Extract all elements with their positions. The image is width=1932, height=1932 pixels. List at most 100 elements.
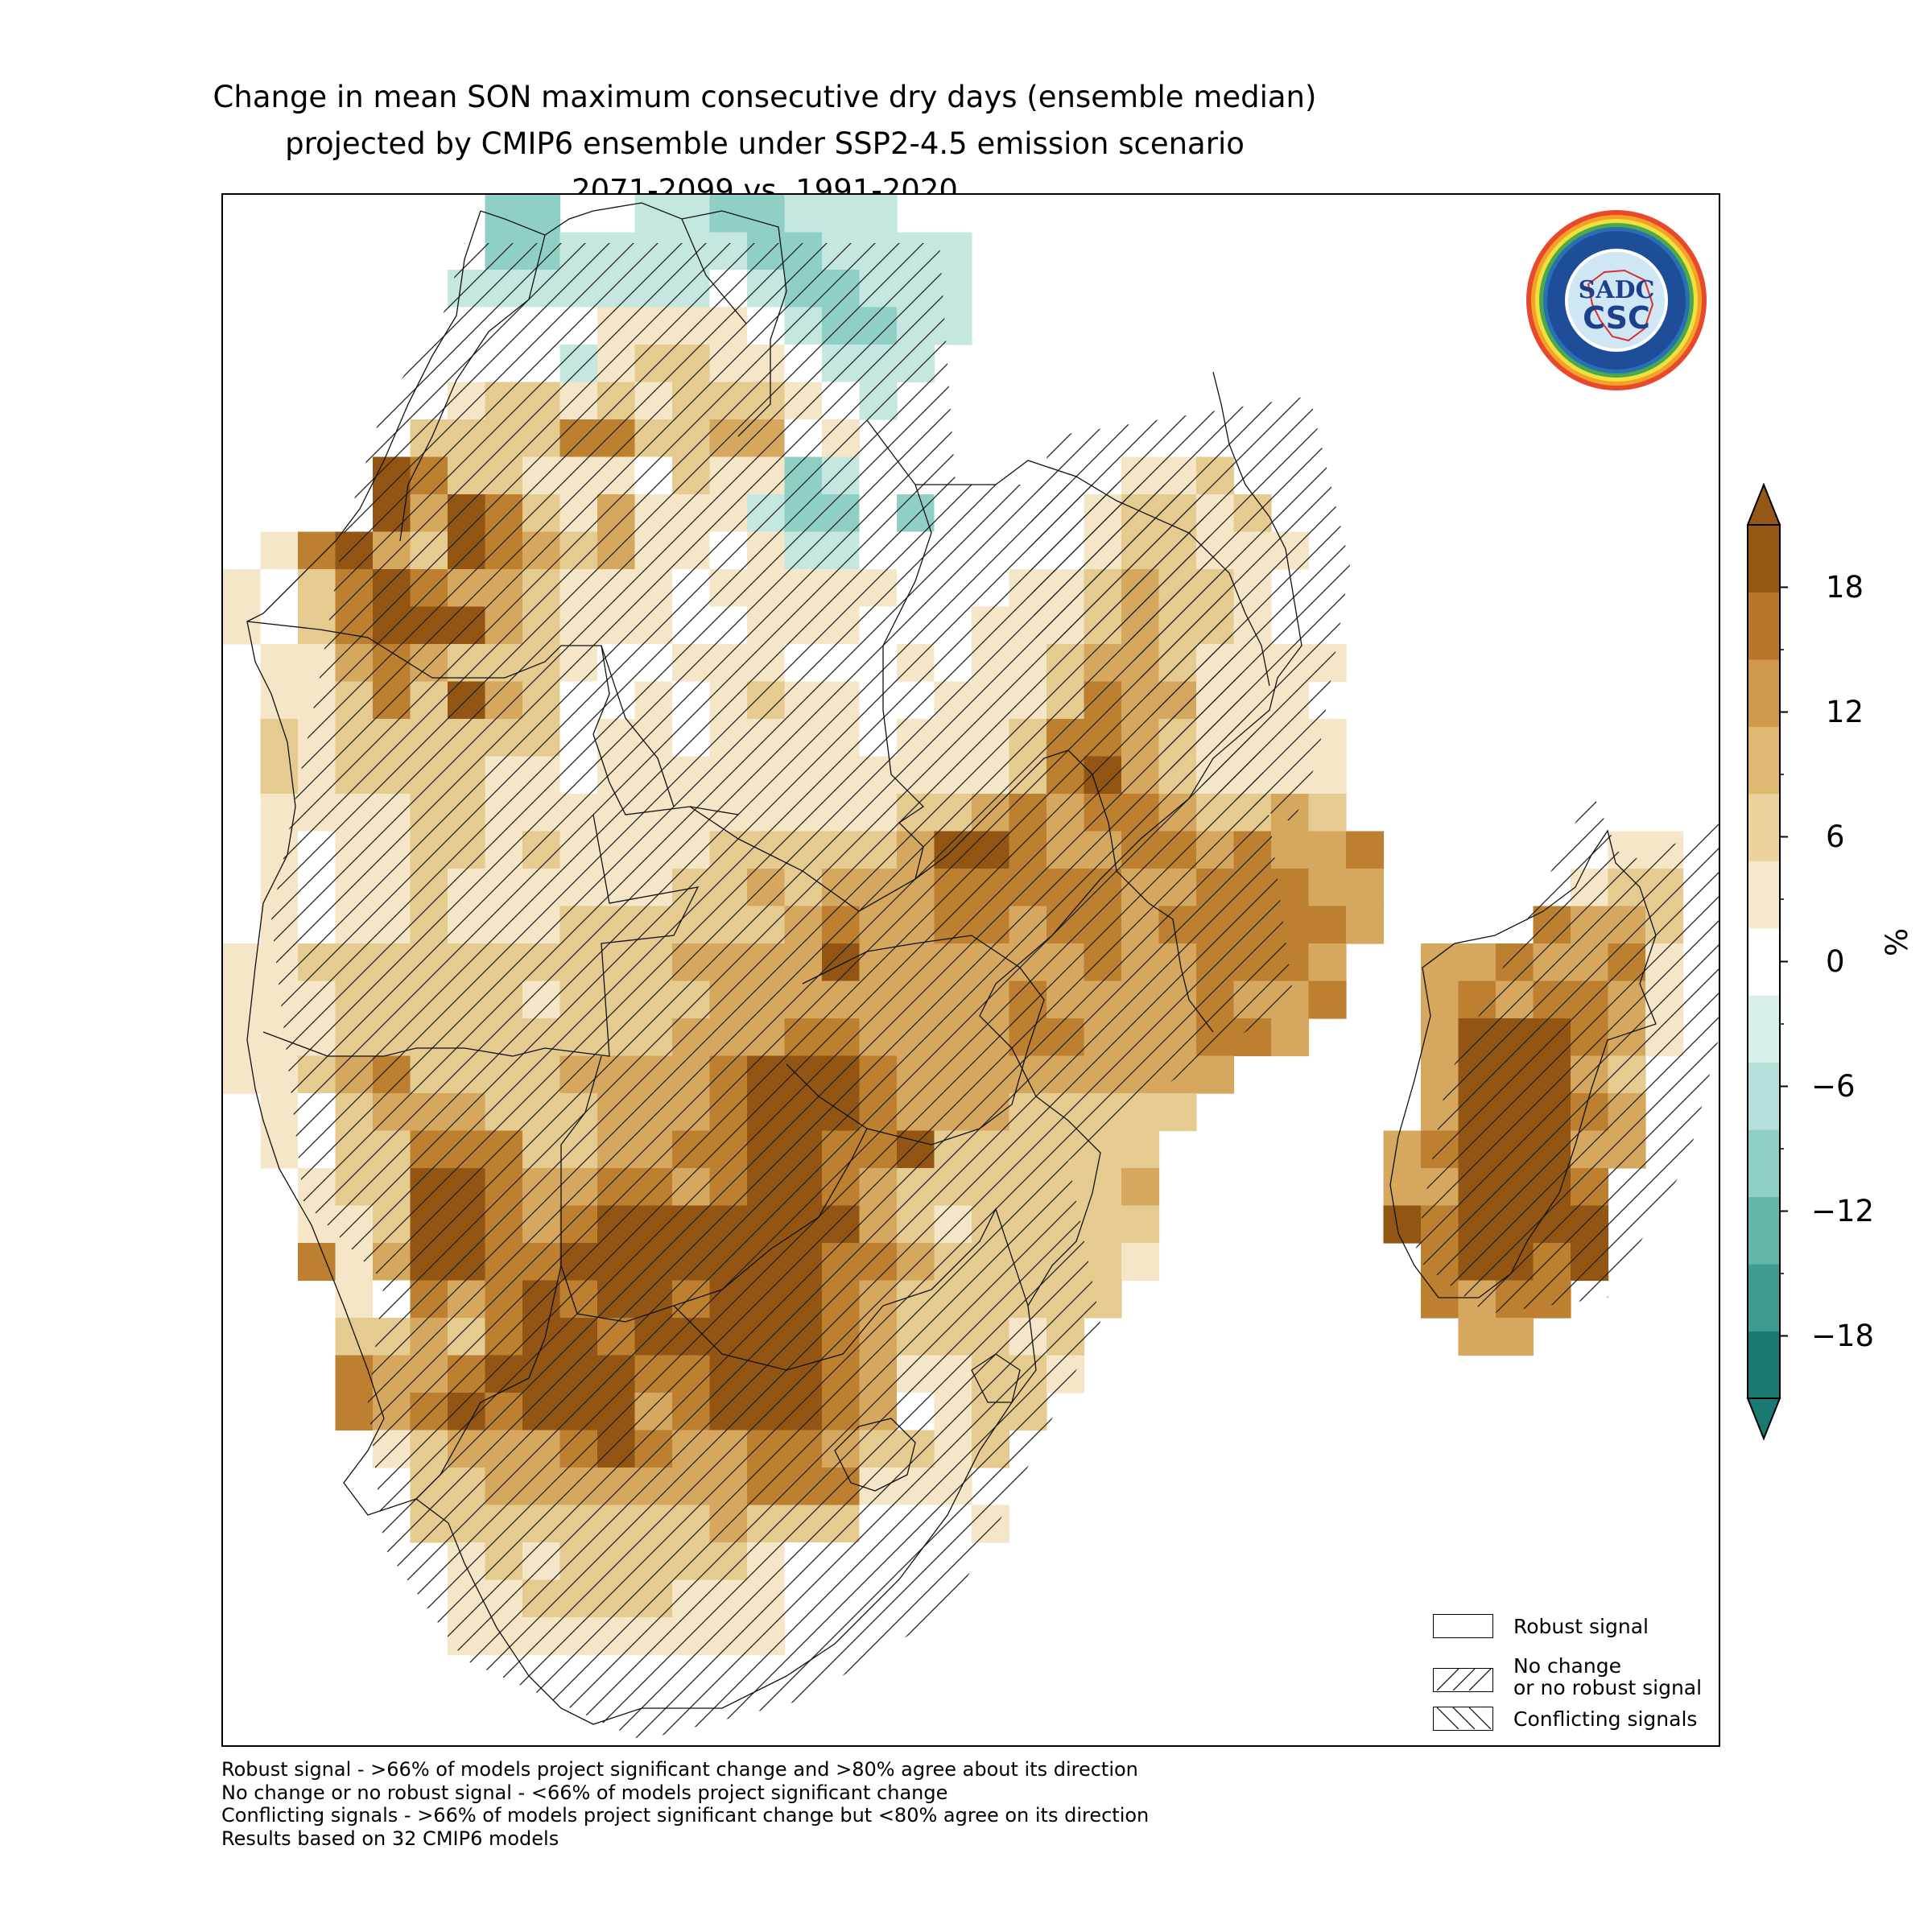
grid-cell (260, 1130, 299, 1169)
grid-cell (1271, 1018, 1310, 1057)
title-line-2: projected by CMIP6 ensemble under SSP2-4… (285, 126, 1245, 161)
border-zambia-east (689, 419, 932, 912)
hatching-no-robust-signal (271, 243, 1719, 1740)
footnote-models: Results based on 32 CMIP6 models (221, 1827, 559, 1850)
grid-cell (672, 195, 711, 233)
colorbar-segment (1748, 1331, 1780, 1399)
grid-cell (1383, 1130, 1422, 1169)
grid-cell (859, 195, 898, 233)
grid-cell (784, 195, 823, 233)
colorbar-segment (1748, 1196, 1780, 1265)
grid-cell (972, 419, 1010, 458)
colorbar-segment (1748, 927, 1780, 996)
grid-cell (1346, 906, 1385, 944)
footnote-robust: Robust signal - >66% of models project s… (221, 1758, 1138, 1781)
colorbar-segment (1748, 592, 1780, 660)
grid-cell (1383, 1205, 1422, 1244)
border-malawi-moz (914, 749, 1214, 1033)
grid-cell (260, 531, 299, 570)
grid-cell (1308, 906, 1347, 944)
grid-cell (1308, 831, 1347, 869)
grid-cell (1308, 980, 1347, 1019)
map-canvas (223, 195, 1719, 1740)
grid-cell (260, 644, 299, 683)
border-botswana (560, 1055, 868, 1323)
grid-cell (335, 1355, 374, 1393)
colorbar-segment (1748, 1264, 1780, 1332)
grid-cell (1308, 943, 1347, 982)
grid-cell (223, 569, 262, 608)
colorbar-ticks (1780, 586, 1788, 1337)
legend-label-no-change-2: or no robust signal (1513, 1676, 1703, 1699)
legend-label-robust: Robust signal (1513, 1615, 1649, 1638)
grid-cell (298, 1243, 336, 1282)
grid-cell (223, 943, 262, 982)
coastline-madagascar (1389, 829, 1657, 1298)
colorbar-extend-max (1746, 483, 1781, 526)
colorbar-tick-label: −18 (1811, 1318, 1875, 1353)
grid-cell (335, 1393, 374, 1431)
grid-cell (1158, 1093, 1197, 1132)
grid-cell (223, 606, 262, 645)
colorbar-segment (1748, 1062, 1780, 1130)
title-line-1: Change in mean SON maximum consecutive d… (213, 80, 1317, 114)
grid-cell (1421, 980, 1459, 1019)
colorbar-segment (1748, 726, 1780, 795)
colorbar-tick-label: 18 (1826, 569, 1864, 605)
border-dem-internal (399, 218, 747, 807)
grid-cell (1121, 1205, 1160, 1244)
grid-cell (260, 569, 299, 608)
grid-cell (1084, 1205, 1122, 1244)
border-drc-angola (246, 621, 739, 815)
coastline-west (246, 210, 1302, 1725)
border-lesotho (834, 1418, 916, 1492)
colorbar-unit-label: % (1880, 927, 1914, 956)
hatch-legend: Robust signal No change or no robust sig… (1433, 1614, 1707, 1735)
colorbar-tick-label: 0 (1826, 943, 1845, 979)
grid-cell (1421, 1018, 1459, 1057)
colorbar-segment (1748, 525, 1780, 592)
grid-cell (1271, 831, 1310, 869)
grid-cell (634, 195, 673, 233)
border-namibia-south (415, 1265, 562, 1500)
colorbar-segments (1746, 483, 1781, 1441)
border-angola-zambia (262, 814, 700, 1057)
colorbar-extend-min (1746, 1397, 1781, 1441)
border-eswatini (971, 1353, 1021, 1403)
grid-cell (1196, 1055, 1235, 1094)
legend-label-conflicting: Conflicting signals (1513, 1707, 1698, 1731)
colorbar-tick-label: −6 (1811, 1068, 1856, 1104)
colorbar-segment (1748, 995, 1780, 1063)
grid-cell (335, 1318, 374, 1356)
grid-cell (1458, 943, 1496, 982)
grid-cell (1421, 943, 1459, 982)
colorbar-segment (1748, 861, 1780, 929)
logo-mark-top: SADC (1579, 276, 1655, 304)
colorbar-tick-label: 6 (1826, 819, 1845, 854)
footnotes: Robust signal - >66% of models project s… (221, 1758, 1149, 1850)
border-tanzania (915, 460, 1270, 687)
hatch-area-east (1028, 396, 1350, 823)
country-borders (246, 202, 1657, 1725)
grid-cell (1496, 1318, 1534, 1356)
colorbar (1746, 483, 1788, 1441)
legend-swatch-no-change (1433, 1668, 1493, 1692)
grid-cell (298, 569, 336, 608)
legend-label-no-change-1: No change (1513, 1654, 1621, 1678)
footnote-conflicting: Conflicting signals - >66% of models pro… (221, 1804, 1150, 1827)
map-panel (221, 193, 1720, 1747)
grid-cell (522, 195, 561, 233)
grid-cell (1009, 419, 1047, 458)
grid-cell (1308, 794, 1347, 832)
grid-cell (709, 195, 748, 233)
grid-cell (260, 681, 299, 720)
colorbar-segment (1748, 793, 1780, 861)
grid-cell (223, 980, 262, 1019)
hatch-area-madagascar (1414, 791, 1719, 1314)
grid-cell (260, 756, 299, 795)
grid-cell (223, 1018, 262, 1057)
grid-cell (1121, 1168, 1160, 1207)
sadc-csc-logo: SADC CSC (1524, 208, 1709, 393)
grid-cell (1346, 869, 1385, 907)
colorbar-segment (1748, 1129, 1780, 1198)
